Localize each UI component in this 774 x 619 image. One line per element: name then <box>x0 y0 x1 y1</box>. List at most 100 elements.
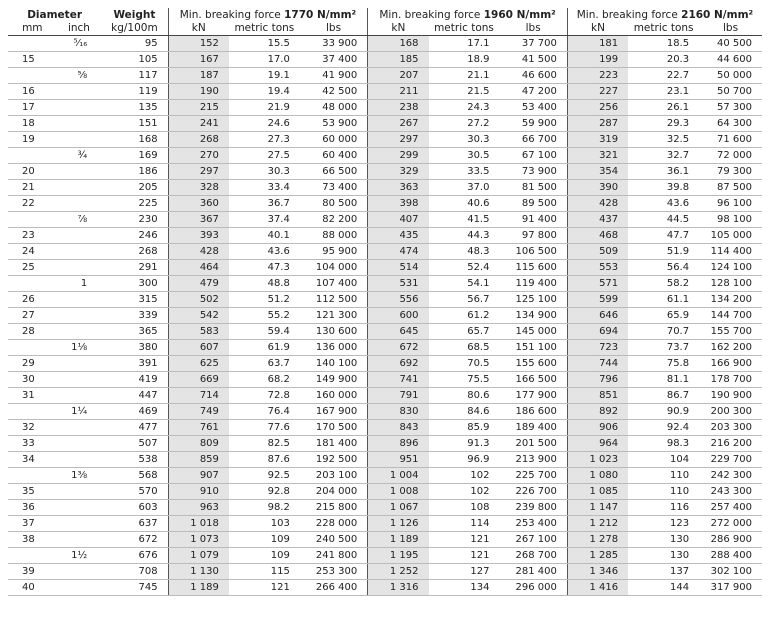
table-cell: 744 <box>566 355 629 372</box>
table-cell: 24.3 <box>428 99 500 116</box>
table-cell: 17.0 <box>228 51 300 68</box>
table-cell: 28 <box>8 323 57 340</box>
table-cell: 134 200 <box>699 291 762 308</box>
table-cell <box>8 339 57 356</box>
table-row: 20 186 297 30.3 66 500 329 33.5 73 900 354 36.1 79… <box>8 163 762 180</box>
table-row: 40 745 1 189 121 266 400 1 316 134 296 000 1 416… <box>8 579 762 596</box>
table-row: ⁵⁄₁₆ 95 152 15.5 33 900 168 17.1 37 700 181 18.5 4… <box>8 35 762 52</box>
table-cell: 19.4 <box>228 83 300 100</box>
table-cell: 27.5 <box>228 147 300 164</box>
unit-header: metric tons <box>628 22 700 36</box>
table-cell: 40.6 <box>428 195 500 212</box>
table-cell: 291 <box>101 259 169 276</box>
table-cell: 603 <box>101 499 169 516</box>
table-cell: 568 <box>101 467 169 484</box>
table-cell: 17 <box>8 99 57 116</box>
table-cell: 507 <box>101 435 169 452</box>
table-cell <box>56 531 102 548</box>
table-cell: 21.9 <box>228 99 300 116</box>
table-cell <box>8 275 57 292</box>
table-cell: 538 <box>101 451 169 468</box>
unit-header: metric tons <box>428 22 500 36</box>
table-cell: 257 400 <box>699 499 762 516</box>
table-cell: 114 400 <box>699 243 762 260</box>
table-cell: 149 900 <box>299 371 368 388</box>
table-cell: 22 <box>8 195 57 212</box>
table-cell <box>56 515 102 532</box>
table-cell: 36 <box>8 499 57 516</box>
table-cell: 203 100 <box>299 467 368 484</box>
table-row: 19 168 268 27.3 60 000 297 30.3 66 700 319 32.5 71… <box>8 131 762 148</box>
table-cell: 48.3 <box>428 243 500 260</box>
table-row: 38 672 1 073 109 240 500 1 189 121 267 100 1 278… <box>8 531 762 548</box>
table-cell: 256 <box>566 99 629 116</box>
table-cell: 1 130 <box>167 563 229 580</box>
table-cell: 104 <box>628 451 700 468</box>
table-cell: 1½ <box>56 547 102 564</box>
table-cell: 625 <box>167 355 229 372</box>
table-cell: 63.7 <box>228 355 300 372</box>
table-cell <box>56 179 102 196</box>
table-cell: 155 600 <box>499 355 568 372</box>
table-cell: 963 <box>167 499 229 516</box>
table-cell: 169 <box>101 147 169 164</box>
table-row: 33 507 809 82.5 181 400 896 91.3 201 500 964 98.3… <box>8 435 762 452</box>
table-cell: 82 200 <box>299 211 368 228</box>
table-cell: 363 <box>367 179 429 196</box>
table-cell: 227 <box>566 83 629 100</box>
table-row: 37 637 1 018 103 228 000 1 126 114 253 400 1 212… <box>8 515 762 532</box>
table-cell: 37.0 <box>428 179 500 196</box>
table-cell: 676 <box>101 547 169 564</box>
table-row: ⅝ 117 187 19.1 41 900 207 21.1 46 600 223 22.7 50 … <box>8 67 762 84</box>
table-cell <box>8 467 57 484</box>
table-row: 27 339 542 55.2 121 300 600 61.2 134 900 646 65.9… <box>8 307 762 324</box>
table-cell <box>56 227 102 244</box>
table-cell: 907 <box>167 467 229 484</box>
table-cell: 1 018 <box>167 515 229 532</box>
table-cell: ¾ <box>56 147 102 164</box>
table-cell: 81 500 <box>499 179 568 196</box>
table-cell: 104 000 <box>299 259 368 276</box>
table-cell: 272 000 <box>699 515 762 532</box>
table-cell: 1 316 <box>367 579 429 596</box>
table-cell: 181 400 <box>299 435 368 452</box>
table-cell: 130 600 <box>299 323 368 340</box>
table-cell: 96 100 <box>699 195 762 212</box>
table-row: ¾ 169 270 27.5 60 400 299 30.5 67 100 321 32.7 72 … <box>8 147 762 164</box>
table-cell: 19 <box>8 131 57 148</box>
table-cell: 23 <box>8 227 57 244</box>
table-cell: 46 600 <box>499 67 568 84</box>
table-cell: 464 <box>167 259 229 276</box>
table-cell: 75.5 <box>428 371 500 388</box>
table-cell: 15.5 <box>228 35 300 52</box>
table-cell <box>56 163 102 180</box>
table-cell: 151 <box>101 115 169 132</box>
table-cell: 24.6 <box>228 115 300 132</box>
table-cell <box>56 195 102 212</box>
table-cell: 23.1 <box>628 83 700 100</box>
table-cell: 31 <box>8 387 57 404</box>
table-cell: 77.6 <box>228 419 300 436</box>
table-cell: 268 <box>167 131 229 148</box>
table-cell: 21.1 <box>428 67 500 84</box>
table-cell: 365 <box>101 323 169 340</box>
group-prefix: Min. breaking force <box>576 9 678 21</box>
table-cell: 35 <box>8 483 57 500</box>
table-cell: 29 <box>8 355 57 372</box>
table-cell: 469 <box>101 403 169 420</box>
table-cell: 407 <box>367 211 429 228</box>
table-cell: 130 <box>628 547 700 564</box>
table-cell: 317 900 <box>699 579 762 596</box>
table-row: ⅞ 230 367 37.4 82 200 407 41.5 91 400 437 44.5 98 … <box>8 211 762 228</box>
table-cell: 319 <box>566 131 629 148</box>
table-cell: 339 <box>101 307 169 324</box>
table-cell: 114 <box>428 515 500 532</box>
unit-header: kN <box>167 22 229 36</box>
table-cell: 65.9 <box>628 307 700 324</box>
table-cell: 380 <box>101 339 169 356</box>
table-cell: 1¼ <box>56 403 102 420</box>
table-cell: 447 <box>101 387 169 404</box>
table-cell: 76.4 <box>228 403 300 420</box>
table-cell: 509 <box>566 243 629 260</box>
table-row: 29 391 625 63.7 140 100 692 70.5 155 600 744 75.8… <box>8 355 762 372</box>
